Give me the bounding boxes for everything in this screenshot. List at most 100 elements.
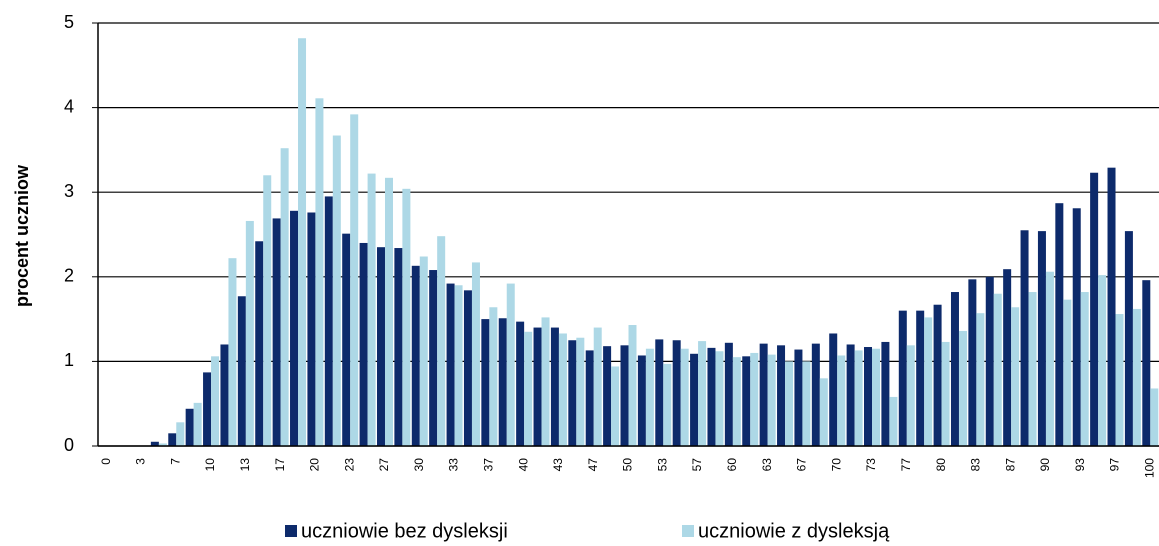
bar <box>603 346 612 446</box>
bar <box>672 340 681 446</box>
bar <box>950 292 959 446</box>
bar <box>533 327 542 446</box>
bar <box>211 356 220 446</box>
bar <box>655 339 664 446</box>
bar <box>342 233 351 446</box>
bar <box>742 356 751 446</box>
x-tick-label: 73 <box>864 458 878 472</box>
x-tick-label: 90 <box>1038 458 1052 472</box>
bar <box>707 347 716 446</box>
bar <box>976 313 985 446</box>
x-tick-label: 83 <box>969 458 983 472</box>
bar <box>794 349 803 446</box>
x-tick-label: 67 <box>795 458 809 472</box>
x-tick-label: 100 <box>1142 458 1156 478</box>
bar <box>993 293 1002 446</box>
x-tick-label: 70 <box>829 458 843 472</box>
x-tick-label: 53 <box>655 458 669 472</box>
bar <box>829 333 838 446</box>
bar <box>237 296 246 446</box>
legend-swatch <box>682 525 694 537</box>
bar <box>933 304 942 446</box>
bar <box>611 366 620 446</box>
bar <box>168 433 177 446</box>
bar <box>837 355 846 446</box>
bar <box>1011 307 1020 446</box>
bar <box>593 327 602 446</box>
bar <box>698 341 707 446</box>
bar <box>854 350 863 446</box>
bar <box>463 290 472 446</box>
bar <box>384 177 393 446</box>
bar <box>558 333 567 446</box>
bar <box>228 258 237 446</box>
bar <box>324 196 333 446</box>
x-tick-label: 57 <box>690 458 704 472</box>
x-tick-label: 43 <box>551 458 565 472</box>
x-tick-label: 13 <box>238 458 252 472</box>
y-tick-label: 0 <box>64 435 74 455</box>
bar <box>585 350 594 446</box>
bar <box>1037 231 1046 446</box>
bar <box>272 218 281 446</box>
bar <box>1107 167 1116 446</box>
x-tick-label: 97 <box>1108 458 1122 472</box>
bar <box>645 348 654 446</box>
bar <box>498 318 507 446</box>
x-tick-label: 27 <box>377 458 391 472</box>
bar <box>1150 388 1159 446</box>
bar <box>150 441 159 446</box>
bar <box>889 396 898 446</box>
y-tick-label: 3 <box>64 181 74 201</box>
bar <box>402 188 411 447</box>
bar <box>958 330 967 446</box>
bar <box>1072 208 1081 446</box>
x-tick-label: 77 <box>899 458 913 472</box>
bar <box>1055 203 1064 446</box>
bar <box>750 352 759 446</box>
y-tick-label: 1 <box>64 350 74 370</box>
bar <box>1142 280 1151 446</box>
bar <box>846 344 855 446</box>
bar <box>471 262 480 446</box>
bar <box>489 307 498 446</box>
bar <box>446 283 455 446</box>
y-tick-label: 5 <box>64 12 74 32</box>
x-tick-label: 20 <box>308 458 322 472</box>
bar <box>628 325 637 446</box>
x-tick-label: 47 <box>586 458 600 472</box>
x-tick-label: 37 <box>482 458 496 472</box>
bar <box>506 283 515 446</box>
bar <box>732 357 741 446</box>
bar <box>568 340 577 446</box>
x-tick-label: 50 <box>621 458 635 472</box>
bar <box>1098 275 1107 446</box>
bar <box>1080 292 1089 446</box>
bar <box>941 341 950 446</box>
bar <box>663 363 672 446</box>
bar <box>985 276 994 446</box>
bar <box>332 135 341 446</box>
bar <box>1115 314 1124 446</box>
bar <box>690 353 699 446</box>
bar <box>220 344 229 446</box>
bar <box>524 331 533 446</box>
bar <box>411 265 420 446</box>
x-tick-label: 30 <box>412 458 426 472</box>
legend-swatch <box>285 525 297 537</box>
bar <box>819 378 828 446</box>
bar <box>785 361 794 446</box>
bar <box>359 242 368 446</box>
x-tick-label: 87 <box>1003 458 1017 472</box>
bar <box>777 345 786 446</box>
bar <box>620 345 629 446</box>
bar <box>481 319 490 446</box>
bar <box>158 443 167 446</box>
bar <box>307 212 316 446</box>
bar <box>193 402 202 446</box>
bar <box>576 337 585 446</box>
x-tick-label: 40 <box>516 458 530 472</box>
bar <box>881 341 890 446</box>
bar <box>1028 292 1037 446</box>
